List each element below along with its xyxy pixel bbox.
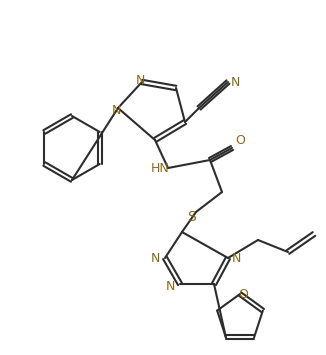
Text: O: O (238, 288, 248, 300)
Text: N: N (230, 76, 240, 88)
Text: S: S (186, 210, 195, 224)
Text: N: N (135, 73, 145, 87)
Text: N: N (150, 251, 160, 264)
Text: N: N (231, 251, 241, 264)
Text: N: N (111, 104, 121, 116)
Text: N: N (165, 280, 175, 294)
Text: HN: HN (151, 162, 170, 175)
Text: O: O (235, 133, 245, 147)
